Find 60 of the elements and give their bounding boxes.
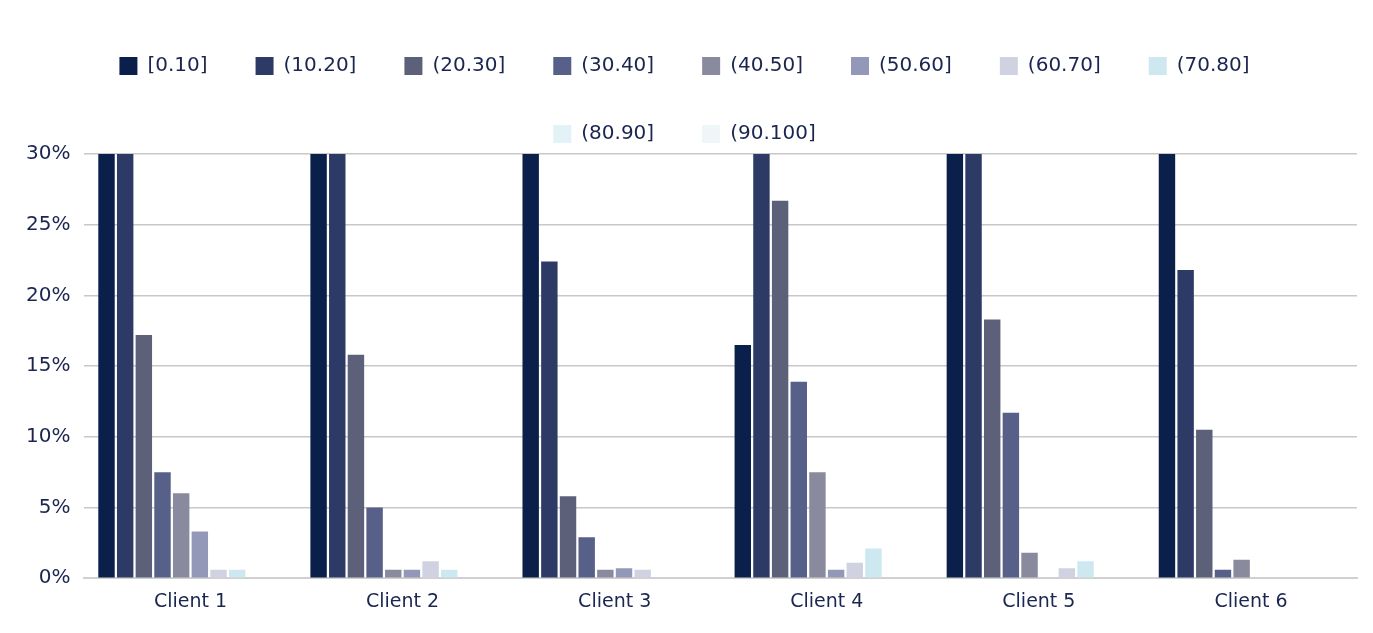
x-tick-label: Client 6 [1214, 588, 1288, 611]
y-tick-label: 30% [26, 140, 71, 165]
y-tick-label: 5% [38, 493, 71, 518]
bar [541, 261, 558, 578]
bar [135, 334, 153, 578]
legend-label: (60.70] [1027, 52, 1101, 77]
legend-label: (30.40] [581, 52, 655, 77]
bar [366, 507, 383, 578]
bar [865, 548, 882, 578]
x-tick-label: Client 3 [578, 588, 652, 611]
bar [172, 493, 190, 578]
x-tick-label: Client 2 [366, 588, 440, 611]
legend-label: (80.90] [581, 120, 655, 145]
legend-label: (50.60] [879, 52, 952, 77]
bar [559, 496, 577, 578]
bar [734, 344, 751, 578]
bar [965, 154, 982, 578]
x-tick-label: Client 4 [790, 588, 864, 611]
bar [116, 154, 134, 578]
legend-label: (70.80] [1176, 52, 1250, 77]
bar [615, 568, 633, 578]
bar [98, 154, 115, 578]
bar [1158, 154, 1176, 578]
bar [422, 561, 439, 578]
bar [1177, 269, 1194, 578]
bar [191, 531, 209, 578]
legend-label: (40.50] [730, 52, 804, 77]
y-tick-label: 15% [26, 352, 71, 377]
bar [522, 154, 539, 578]
bar [771, 200, 789, 578]
bar [597, 569, 614, 578]
bar [809, 472, 826, 578]
bar [578, 537, 595, 578]
bar [310, 154, 327, 578]
bar [1077, 561, 1094, 578]
bar [1058, 568, 1076, 578]
bar [634, 569, 651, 578]
y-tick-label: 0% [38, 564, 71, 589]
bar [1002, 412, 1020, 578]
x-tick-label: Client 5 [1002, 588, 1076, 611]
bar [1233, 559, 1250, 578]
x-tick-label: Client 1 [153, 588, 228, 611]
legend-label: [0.10] [147, 52, 208, 77]
bar [846, 562, 863, 578]
bar [154, 472, 171, 578]
y-tick-label: 10% [26, 423, 71, 447]
legend-label: (20.30] [432, 52, 506, 77]
bar [790, 381, 807, 578]
bar [946, 154, 964, 578]
bar [210, 569, 227, 578]
bar [1196, 429, 1213, 578]
bar [329, 154, 346, 578]
bar [753, 154, 770, 578]
bar [347, 354, 365, 578]
y-tick-label: 20% [26, 281, 71, 306]
bar [983, 319, 1001, 578]
y-tick-label: 25% [26, 210, 71, 235]
bar [1021, 552, 1038, 578]
legend-label: (90.100] [730, 120, 816, 145]
legend-label: (10.20] [283, 52, 357, 77]
